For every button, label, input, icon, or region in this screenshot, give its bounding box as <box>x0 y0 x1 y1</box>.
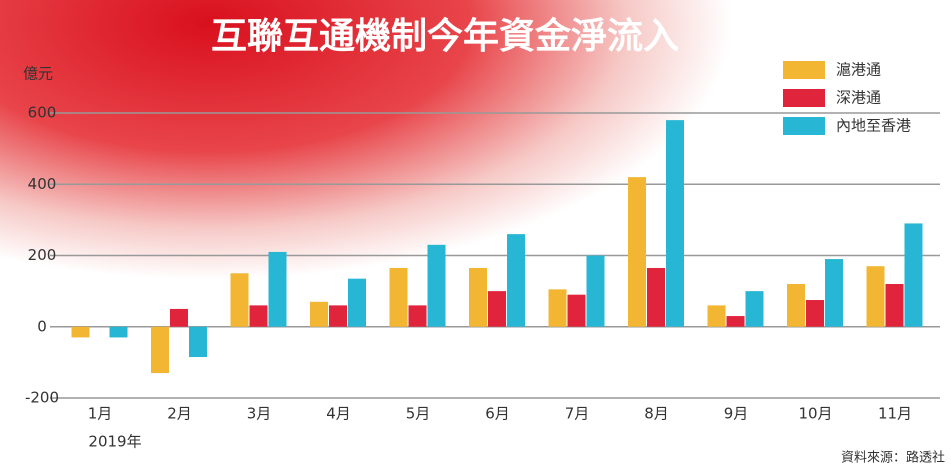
bar <box>745 291 764 327</box>
bar <box>389 267 408 327</box>
bar <box>151 326 169 374</box>
bar <box>189 326 207 358</box>
x-tick-label: 4月 <box>326 405 351 423</box>
x-tick-label: 11月 <box>878 405 912 423</box>
bar <box>488 291 506 327</box>
y-unit: 億元 <box>23 65 53 83</box>
bar <box>666 120 684 327</box>
y-tick-label: 200 <box>28 246 57 264</box>
x-tick-label: 10月 <box>798 405 832 423</box>
legend-label: 滬港通 <box>836 61 881 79</box>
bar <box>707 305 726 327</box>
y-tick-label: 0 <box>37 317 47 335</box>
source: 資料來源：路透社 <box>841 450 945 466</box>
bar <box>507 234 525 327</box>
bar <box>647 267 665 327</box>
x-tick-label: 6月 <box>485 405 510 423</box>
bar <box>310 301 328 327</box>
bar <box>825 259 843 327</box>
bar <box>109 326 128 338</box>
x-tick-label: 3月 <box>247 405 272 423</box>
bar <box>348 278 366 327</box>
bar <box>268 251 287 327</box>
bar <box>806 300 824 327</box>
x-tick-label: 2月 <box>167 405 192 423</box>
bar <box>904 223 923 327</box>
bar <box>885 284 904 327</box>
x-tick-label: 5月 <box>406 405 431 423</box>
bar <box>230 273 249 327</box>
bar <box>548 289 567 327</box>
bar <box>726 316 745 327</box>
legend-label: 深港通 <box>836 89 881 107</box>
legend-label: 內地至香港 <box>836 117 911 135</box>
legend-swatch <box>783 61 825 79</box>
y-tick-label: -200 <box>25 389 59 407</box>
bar <box>787 284 805 327</box>
x-tick-label: 1月 <box>88 405 113 423</box>
bar <box>170 308 188 327</box>
bar <box>586 255 605 327</box>
bar <box>567 294 586 327</box>
bar <box>71 326 90 338</box>
chart-title: 互聯互通機制今年資金淨流入 <box>211 15 679 57</box>
bar <box>408 305 427 327</box>
bar <box>249 305 268 327</box>
bar <box>469 267 487 327</box>
legend-swatch <box>783 89 825 107</box>
y-tick-label: 600 <box>28 104 57 122</box>
bar <box>628 177 646 327</box>
x-tick-label: 8月 <box>644 405 669 423</box>
legend-swatch <box>783 117 825 135</box>
bar <box>427 244 446 327</box>
x-tick-label: 9月 <box>724 405 749 423</box>
y-tick-label: 400 <box>28 175 57 193</box>
bar <box>329 305 347 327</box>
bar <box>866 266 885 327</box>
year-label: 2019年 <box>88 433 141 451</box>
x-tick-label: 7月 <box>565 405 590 423</box>
